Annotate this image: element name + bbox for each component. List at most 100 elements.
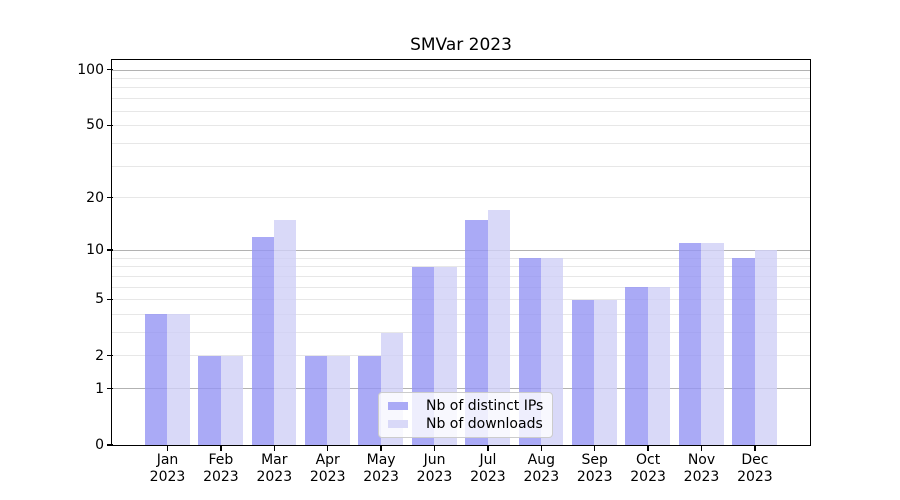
gridline-minor-6 [112, 286, 810, 288]
gridline-minor-60 [112, 110, 810, 112]
bar-distinct-ips-mar [251, 236, 274, 446]
x-tick-month-aug: Aug [527, 452, 555, 468]
y-tick-label-10: 10 [86, 242, 104, 259]
gridline-minor-9 [112, 257, 810, 259]
x-tick-month-dec: Dec [741, 452, 769, 468]
x-tick-month-jul: Jul [479, 452, 497, 468]
gridline-major-100 [112, 69, 810, 71]
y-tick-label-0: 0 [95, 437, 104, 453]
gridline-minor-7 [112, 275, 810, 277]
x-tick-sep [594, 445, 596, 451]
bar-distinct-ips-jan [144, 314, 168, 446]
x-tick-year-aug: 2023 [523, 469, 560, 485]
x-tick-label-jan: Jan 2023 [140, 452, 196, 486]
x-tick-year-oct: 2023 [630, 469, 666, 485]
legend-label-downloads: Nb of downloads [426, 416, 543, 432]
legend: Nb of distinct IPs Nb of downloads [378, 392, 554, 438]
bar-downloads-dec [754, 250, 777, 446]
x-tick-year-nov: 2023 [683, 469, 720, 485]
gridline-minor-80 [112, 87, 810, 89]
x-tick-year-feb: 2023 [203, 469, 239, 485]
y-tick-20 [106, 196, 113, 199]
x-tick-year-sep: 2023 [576, 469, 613, 485]
x-tick-oct [647, 445, 649, 451]
y-tick-100 [106, 69, 113, 71]
x-tick-month-sep: Sep [581, 452, 608, 468]
y-tick-label-2: 2 [95, 347, 104, 364]
bar-distinct-ips-oct [625, 287, 648, 446]
x-tick-label-sep: Sep 2023 [567, 452, 623, 486]
x-tick-dec [754, 445, 756, 451]
legend-swatch-downloads [388, 420, 408, 428]
x-tick-year-apr: 2023 [309, 469, 346, 485]
gridline-minor-8 [112, 266, 810, 268]
plot-area [111, 59, 812, 447]
gridline-minor-30 [112, 165, 810, 167]
x-tick-jul [487, 445, 489, 451]
x-tick-month-apr: Apr [315, 452, 340, 468]
legend-item-downloads: Nb of downloads [388, 415, 543, 433]
x-tick-aug [540, 445, 542, 451]
y-tick-0 [106, 444, 113, 446]
bar-downloads-jan [167, 314, 190, 446]
x-tick-year-dec: 2023 [737, 469, 773, 485]
x-tick-month-mar: Mar [261, 452, 288, 468]
gridline-major-1 [112, 388, 810, 390]
x-tick-year-jun: 2023 [416, 469, 453, 485]
y-tick-1 [106, 388, 113, 390]
gridline-minor-50 [112, 125, 810, 127]
x-tick-label-aug: Aug 2023 [513, 452, 569, 486]
x-tick-jan [166, 445, 169, 451]
bar-distinct-ips-feb [198, 355, 221, 446]
legend-item-distinct-ips: Nb of distinct IPs [388, 397, 543, 415]
y-tick-label-50: 50 [86, 117, 104, 134]
gridline-minor-3 [112, 331, 810, 333]
bar-distinct-ips-nov [678, 243, 702, 446]
bar-downloads-jul [487, 210, 510, 446]
bar-downloads-mar [273, 219, 297, 446]
x-tick-label-oct: Oct 2023 [620, 452, 676, 486]
x-tick-year-mar: 2023 [256, 469, 293, 485]
legend-label-distinct-ips: Nb of distinct IPs [426, 398, 544, 414]
gridline-minor-70 [112, 98, 810, 100]
x-tick-label-jul: Jul 2023 [460, 452, 516, 486]
x-tick-month-jan: Jan [156, 452, 179, 468]
bar-distinct-ips-dec [732, 258, 755, 446]
chart-title: SMVar 2023 [410, 35, 512, 55]
gridline-minor-2 [112, 355, 810, 357]
x-tick-month-may: May [366, 452, 396, 468]
y-tick-2 [106, 355, 113, 357]
x-tick-label-mar: Mar 2023 [246, 452, 302, 486]
y-tick-label-1: 1 [95, 380, 104, 397]
gridline-minor-40 [112, 142, 810, 144]
x-tick-month-jun: Jun [423, 452, 446, 468]
y-tick-label-100: 100 [77, 61, 104, 78]
x-tick-label-nov: Nov 2023 [674, 452, 730, 486]
x-tick-label-jun: Jun 2023 [407, 452, 463, 486]
bar-downloads-sep [594, 299, 617, 446]
gridline-minor-90 [112, 78, 810, 79]
bar-distinct-ips-apr [304, 355, 328, 446]
x-tick-feb [220, 445, 222, 451]
y-tick-label-5: 5 [95, 291, 104, 308]
bar-distinct-ips-jul [465, 219, 488, 446]
legend-swatch-distinct-ips [388, 402, 408, 410]
gridline-minor-4 [112, 313, 810, 315]
x-tick-label-may: May 2023 [353, 452, 409, 486]
bar-downloads-apr [327, 355, 350, 446]
gridline-minor-20 [112, 197, 810, 199]
x-tick-month-feb: Feb [208, 452, 234, 468]
y-tick-10 [106, 249, 113, 251]
gridline-minor-5 [112, 299, 810, 301]
x-tick-label-feb: Feb 2023 [193, 452, 249, 486]
x-tick-year-may: 2023 [363, 469, 399, 485]
x-tick-nov [700, 445, 703, 451]
x-tick-may [380, 445, 382, 451]
x-tick-month-nov: Nov [687, 452, 716, 468]
x-tick-mar [273, 445, 275, 451]
x-tick-label-apr: Apr 2023 [300, 452, 356, 486]
y-tick-50 [106, 124, 113, 127]
x-tick-label-dec: Dec 2023 [727, 452, 783, 486]
x-tick-apr [327, 445, 329, 451]
